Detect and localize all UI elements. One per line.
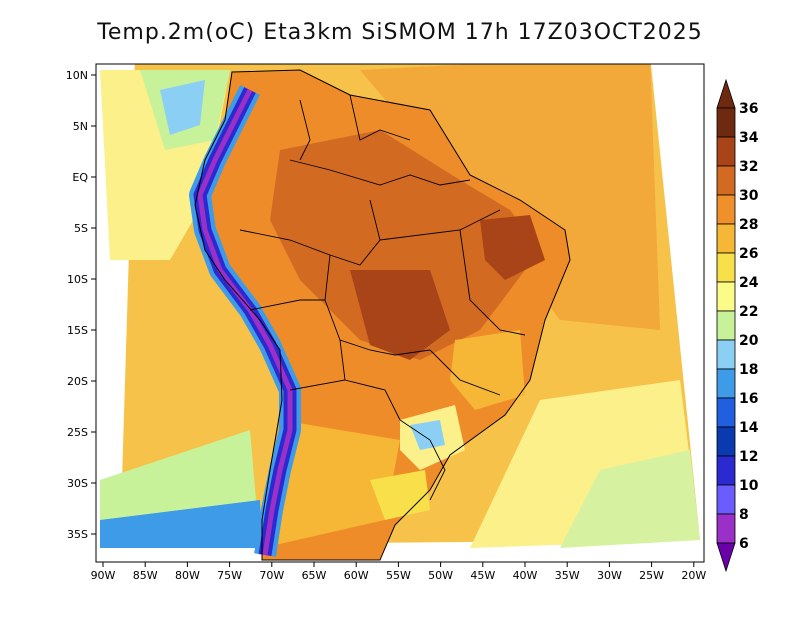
colorbar-box xyxy=(716,455,736,486)
colorbar-label: 20 xyxy=(739,333,759,349)
colorbar-box xyxy=(716,397,736,428)
pacific-coast-blue xyxy=(160,80,205,135)
lon-tick-label: 85W xyxy=(133,569,158,582)
colorbar-label: 18 xyxy=(739,362,758,378)
lon-tick-label: 65W xyxy=(302,569,327,582)
lat-tick-label: 15S xyxy=(67,324,88,337)
colorbar-label: 22 xyxy=(739,304,758,320)
colorbar-label: 14 xyxy=(739,420,759,436)
south-atlantic-cooler xyxy=(560,450,700,548)
lon-tick-label: 70W xyxy=(259,569,284,582)
colorbar-box xyxy=(716,194,736,225)
colorbar-box xyxy=(716,136,736,167)
south-brazil-cooler xyxy=(410,420,445,450)
lon-tick-label: 90W xyxy=(91,569,116,582)
lat-tick-label: 25S xyxy=(67,426,88,439)
colorbar-label: 10 xyxy=(739,478,759,494)
lon-tick-label: 35W xyxy=(555,569,580,582)
lon-tick-label: 75W xyxy=(217,569,242,582)
lat-tick-label: EQ xyxy=(72,171,88,184)
colorbar-box xyxy=(716,310,736,341)
south-pacific-blue xyxy=(100,500,262,548)
colorbar-label: 24 xyxy=(739,275,759,291)
lat-tick-label: 5S xyxy=(74,222,88,235)
lat-tick-label: 10N xyxy=(66,69,88,82)
lon-tick-label: 40W xyxy=(513,569,538,582)
plot-frame xyxy=(95,63,705,563)
southeast-brazil-mild xyxy=(450,330,525,410)
lon-tick-label: 80W xyxy=(175,569,200,582)
colorbar-box xyxy=(716,107,736,138)
colorbar-box xyxy=(716,252,736,283)
northeast-hot xyxy=(480,215,545,280)
colorbar-box xyxy=(716,281,736,312)
colorbar-box xyxy=(716,484,736,515)
lon-tick-label: 45W xyxy=(470,569,495,582)
colorbar-box xyxy=(716,513,736,544)
colorbar-box xyxy=(716,339,736,370)
brazil-hottest xyxy=(350,270,450,360)
coastline xyxy=(194,69,571,561)
lat-tick-label: 5N xyxy=(73,120,88,133)
colorbar-label: 16 xyxy=(739,391,758,407)
lat-tick-label: 30S xyxy=(67,477,88,490)
lon-tick-label: 20W xyxy=(681,569,706,582)
lon-tick-label: 25W xyxy=(639,569,664,582)
colorbar-box xyxy=(716,426,736,457)
country-borders xyxy=(239,94,526,501)
lon-tick-label: 30W xyxy=(597,569,622,582)
lat-tick-label: 20S xyxy=(67,375,88,388)
lat-tick-label: 10S xyxy=(67,273,88,286)
map-title: Temp.2m(oC) Eta3km SiSMOM 17h 17Z03OCT20… xyxy=(97,20,703,45)
colorbar-label: 34 xyxy=(739,130,759,146)
colorbar: 36 34 32 30 28 26 24 22 20 18 16 14 12 10 8 6 xyxy=(716,78,759,573)
colorbar-label: 32 xyxy=(739,159,758,175)
colorbar-label: 30 xyxy=(739,188,759,204)
colorbar-box xyxy=(716,223,736,254)
longitude-axis: 90W 85W 80W 75W 70W 65W 60W 55W 50W 45W 40W 35W 30W 2… xyxy=(91,562,706,582)
colorbar-label: 28 xyxy=(739,217,758,233)
argentina-warm xyxy=(262,420,400,548)
colorbar-label: 6 xyxy=(739,536,749,552)
temperature-field xyxy=(100,64,700,561)
colorbar-box xyxy=(716,165,736,196)
lon-tick-label: 50W xyxy=(428,569,453,582)
colorbar-box xyxy=(716,368,736,399)
latitude-axis: 10N 5N EQ 5S 10S 15S 20S 25S 30S 35S xyxy=(66,69,96,541)
lon-tick-label: 60W xyxy=(344,569,369,582)
lon-tick-label: 55W xyxy=(386,569,411,582)
lat-tick-label: 35S xyxy=(67,528,88,541)
colorbar-label: 8 xyxy=(739,507,749,523)
uruguay-mild xyxy=(370,470,430,520)
colorbar-max-arrow xyxy=(716,78,736,109)
colorbar-label: 36 xyxy=(739,101,758,117)
colorbar-min-arrow xyxy=(716,542,736,573)
colorbar-label: 26 xyxy=(739,246,758,262)
colorbar-label: 12 xyxy=(739,449,758,465)
